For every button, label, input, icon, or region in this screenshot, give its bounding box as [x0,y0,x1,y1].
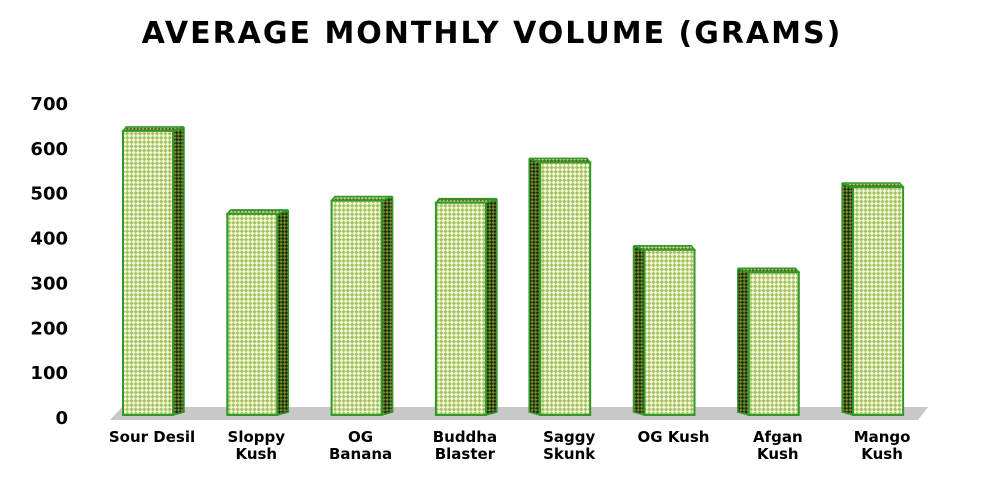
bar-front [330,199,383,416]
bar [225,209,290,416]
bar-side [380,196,394,416]
x-tick-label: Saggy Skunk [543,428,596,463]
x-tick-label: Sour Desil [109,428,195,446]
bar-front [122,129,174,417]
bar [737,267,801,417]
x-tick-label: Afgan Kush [753,428,803,463]
bar-side [737,268,750,416]
bar [121,126,185,417]
bar-front [852,185,905,416]
y-tick-label: 600 [30,139,68,160]
x-tick-label: OG Kush [638,428,710,446]
y-tick-label: 400 [30,229,68,250]
bar-front [643,248,696,416]
bar-side [528,158,541,416]
bar-side [172,126,185,416]
y-tick-label: 0 [55,408,68,429]
bar-side [485,198,498,416]
bar [528,157,592,416]
x-tick-label: Sloppy Kush [228,428,286,463]
x-tick-label: OG Banana [329,428,392,463]
bar-side [632,245,646,416]
chart-floor [110,407,928,420]
bar-side [841,183,854,416]
y-tick-label: 200 [30,318,68,339]
bar-front [539,161,592,416]
y-tick-label: 300 [30,273,68,294]
x-tick-label: Buddha Blaster [433,428,497,463]
bar [330,195,394,416]
bar-side [276,209,290,416]
bar [632,245,697,416]
y-tick-label: 100 [30,363,68,384]
bar-front [434,201,487,416]
bar-front [747,271,800,417]
chart-title: AVERAGE MONTHLY VOLUME (GRAMS) [141,16,843,51]
y-tick-label: 700 [30,94,68,115]
x-tick-label: Mango Kush [854,428,911,463]
y-tick-label: 500 [30,184,68,205]
bar [434,197,498,416]
bar-front [226,212,279,416]
bar [841,182,905,416]
